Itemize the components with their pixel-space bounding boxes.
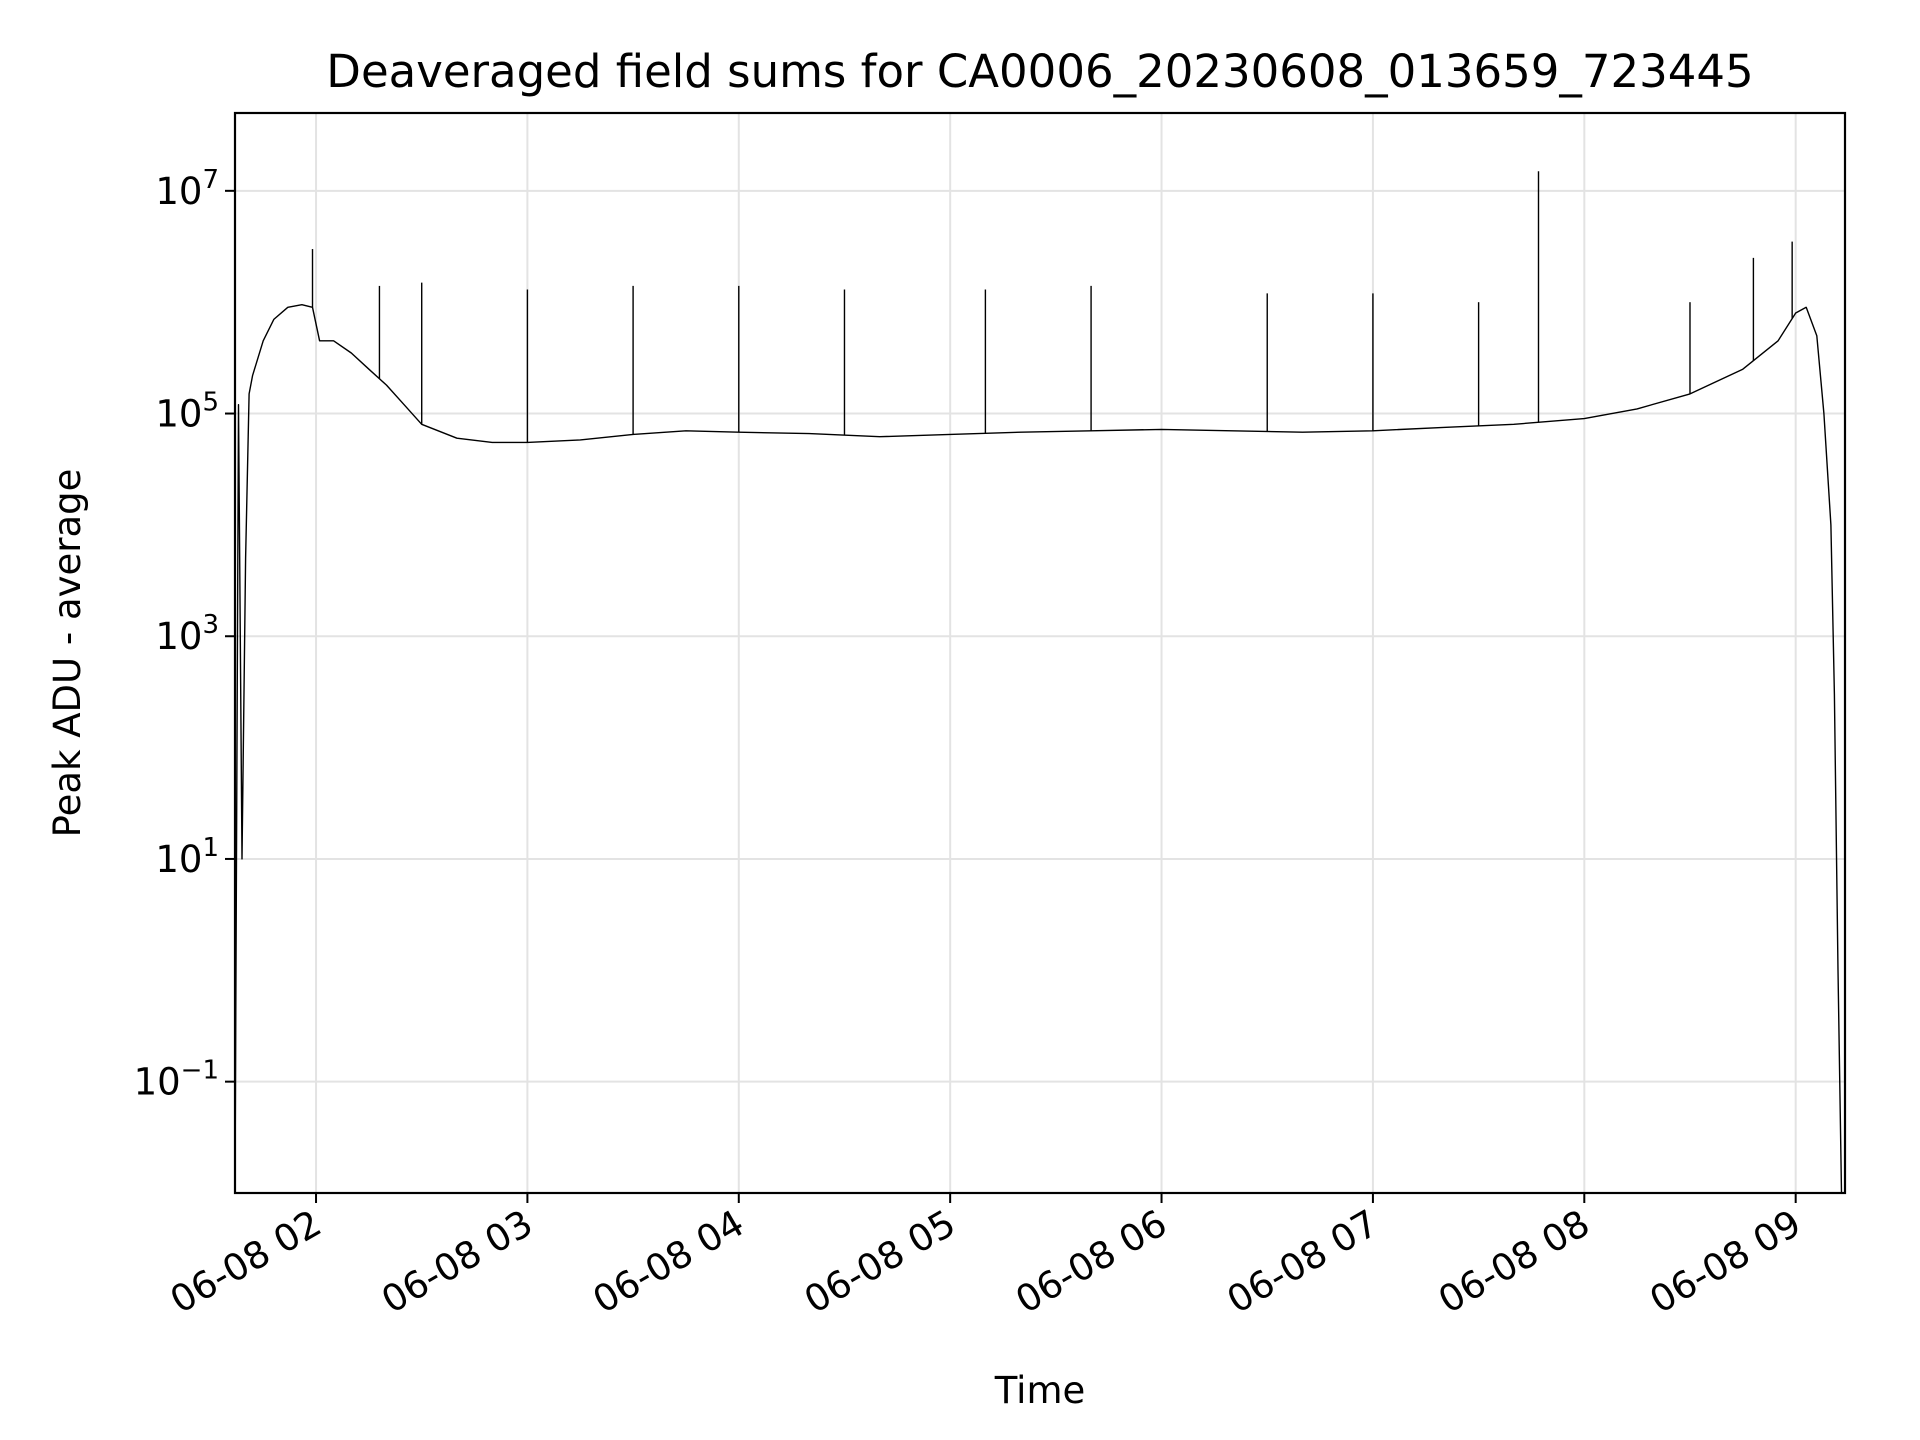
chart-title: Deaveraged field sums for CA0006_2023060… [326, 45, 1753, 98]
plot-area-frame [233, 111, 1847, 1195]
y-tick-label: 10−1 [134, 1056, 219, 1104]
y-tick-label: 101 [155, 833, 219, 881]
y-tick-label: 103 [155, 610, 219, 658]
series-line [234, 304, 1843, 1194]
y-axis-label: Peak ADU - average [46, 469, 89, 838]
x-axis-label: Time [994, 1369, 1086, 1412]
series-layer [234, 171, 1843, 1194]
y-tick-label: 105 [155, 388, 219, 436]
y-tick-label: 107 [155, 165, 219, 213]
